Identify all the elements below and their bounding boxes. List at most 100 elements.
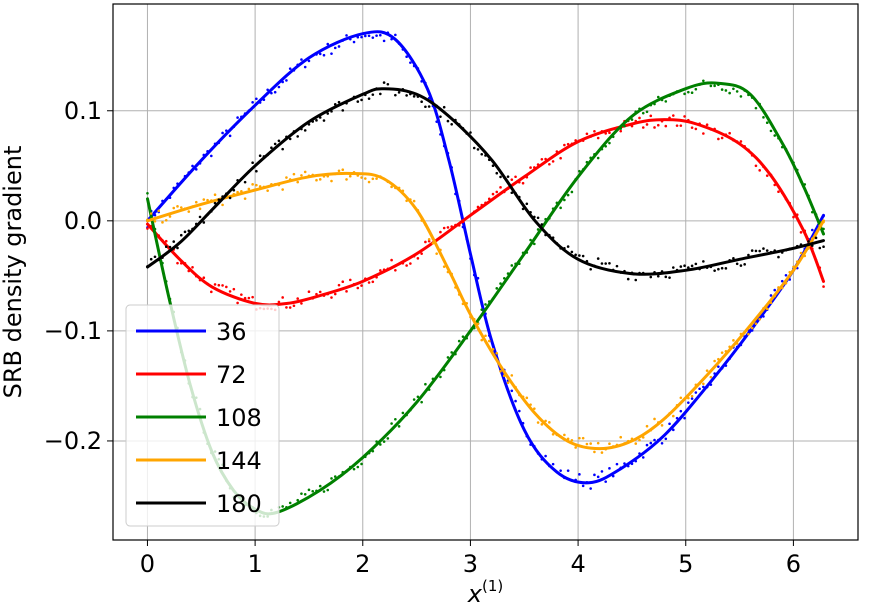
data-point-144 <box>506 381 510 385</box>
data-point-108 <box>728 91 731 95</box>
data-point-36 <box>330 52 333 55</box>
data-point-36 <box>664 437 668 441</box>
data-point-144 <box>758 317 761 321</box>
data-point-36 <box>510 389 514 393</box>
data-point-144 <box>709 375 713 379</box>
data-point-72 <box>694 127 698 131</box>
data-point-180 <box>424 105 427 109</box>
data-point-36 <box>367 34 371 38</box>
legend: 36 72 108 144 180 <box>125 304 280 527</box>
data-point-144 <box>345 178 348 181</box>
data-point-180 <box>690 264 694 268</box>
data-point-144 <box>435 252 438 255</box>
data-point-36 <box>653 438 656 442</box>
data-point-108 <box>735 90 739 93</box>
data-point-36 <box>228 134 232 138</box>
data-point-108 <box>732 87 735 91</box>
data-point-72 <box>619 129 623 133</box>
data-point-108 <box>773 134 777 137</box>
data-point-180 <box>258 154 262 158</box>
data-point-36 <box>364 34 367 38</box>
ticks: 0 1 2 3 4 5 6 −0.2 −0.1 0.0 0.1 <box>44 97 801 578</box>
data-point-108 <box>386 437 390 440</box>
data-point-144 <box>653 417 656 421</box>
data-point-144 <box>285 176 288 179</box>
data-point-180 <box>172 240 176 243</box>
data-point-72 <box>300 302 303 305</box>
data-point-72 <box>247 296 251 300</box>
data-point-180 <box>525 202 529 206</box>
data-point-144 <box>187 210 191 213</box>
data-point-108 <box>709 84 713 88</box>
data-point-108 <box>664 100 668 103</box>
data-point-144 <box>589 442 592 445</box>
data-point-36 <box>379 33 382 37</box>
data-point-108 <box>702 79 705 83</box>
data-point-180 <box>412 95 416 98</box>
data-point-180 <box>814 236 818 240</box>
data-point-144 <box>427 237 431 241</box>
data-point-36 <box>191 164 194 168</box>
data-point-144 <box>581 436 585 440</box>
data-point-108 <box>146 191 149 195</box>
data-point-72 <box>292 304 296 308</box>
data-point-180 <box>777 255 780 259</box>
data-point-108 <box>570 190 574 194</box>
data-point-108 <box>499 282 502 285</box>
data-point-144 <box>202 198 206 201</box>
data-point-180 <box>750 249 754 252</box>
data-point-144 <box>705 369 709 372</box>
data-point-108 <box>769 129 773 133</box>
data-point-36 <box>780 279 784 283</box>
data-point-180 <box>427 105 431 108</box>
data-point-144 <box>318 178 322 181</box>
data-point-144 <box>608 442 611 446</box>
data-point-72 <box>221 284 224 287</box>
data-point-144 <box>540 423 544 426</box>
data-point-144 <box>720 351 724 354</box>
data-point-180 <box>536 216 540 220</box>
data-point-72 <box>566 142 570 146</box>
data-point-36 <box>581 484 585 488</box>
data-point-36 <box>668 422 671 426</box>
data-point-72 <box>439 230 442 234</box>
data-point-144 <box>487 339 491 343</box>
data-point-36 <box>394 33 397 37</box>
x-tick-label: 4 <box>570 550 585 578</box>
data-point-72 <box>394 269 397 272</box>
data-point-108 <box>394 417 397 421</box>
data-point-108 <box>690 91 694 95</box>
data-point-144 <box>672 414 675 418</box>
data-point-144 <box>198 207 202 211</box>
data-point-108 <box>439 375 442 379</box>
data-point-180 <box>566 245 570 248</box>
data-point-72 <box>683 115 686 118</box>
data-point-144 <box>281 188 284 191</box>
data-point-72 <box>409 262 412 265</box>
data-point-72 <box>822 285 825 288</box>
data-point-36 <box>810 228 814 232</box>
data-point-72 <box>649 114 653 118</box>
data-point-144 <box>292 172 296 176</box>
data-point-108 <box>326 488 330 492</box>
data-point-108 <box>641 111 645 115</box>
data-point-72 <box>641 126 645 129</box>
data-point-144 <box>765 307 769 311</box>
data-point-72 <box>672 114 675 117</box>
data-point-72 <box>341 280 345 284</box>
series-line-144 <box>146 171 825 451</box>
data-point-72 <box>656 123 660 127</box>
data-point-180 <box>379 92 382 96</box>
data-point-180 <box>747 253 750 257</box>
data-point-72 <box>608 131 611 135</box>
data-point-72 <box>243 296 247 300</box>
data-point-180 <box>694 262 698 266</box>
data-point-72 <box>540 157 544 161</box>
data-point-36 <box>679 409 683 413</box>
data-point-180 <box>315 119 318 122</box>
data-point-36 <box>326 42 330 46</box>
data-point-72 <box>702 132 705 135</box>
data-point-108 <box>311 489 315 493</box>
data-point-180 <box>679 265 683 268</box>
